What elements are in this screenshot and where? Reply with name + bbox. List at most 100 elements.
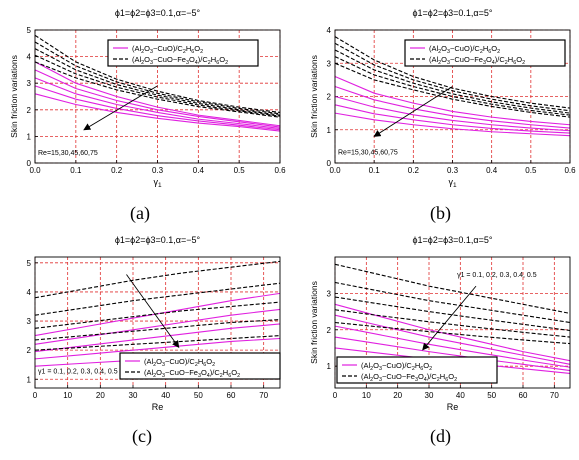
x-tick-label-c: 70 bbox=[259, 391, 268, 400]
y-tick-label-b: 0 bbox=[327, 159, 332, 168]
series-line-a-5 bbox=[34, 34, 281, 114]
legend-box-b bbox=[404, 39, 566, 67]
annotation-c: γ1 = 0.1, 0.2, 0.3, 0.4, 0.5 bbox=[38, 368, 118, 375]
legend-label-solid-c: (Al2​O3​−CuO)/C2​H6​O2​ bbox=[144, 357, 215, 368]
legend-label-solid-a: (Al2​O3​−CuO)/C2​H6​O2​ bbox=[132, 44, 203, 55]
series-line-a-6 bbox=[34, 41, 281, 115]
y-tick-label-c: 5 bbox=[27, 259, 32, 268]
series-line-b-4 bbox=[334, 112, 571, 137]
x-tick-label-a: 0.0 bbox=[29, 166, 41, 175]
series-line-a-2 bbox=[34, 77, 281, 129]
x-tick-label-a: 0.3 bbox=[152, 166, 164, 175]
y-axis-label-d: Skin friction variations bbox=[309, 281, 319, 364]
trend-arrow-a bbox=[83, 85, 158, 131]
x-tick-label-b: 0.4 bbox=[486, 166, 498, 175]
legend-label-dashed-b: (Al2​O3​−CuO−Fe3​O4​)/C2​H6​O2​ bbox=[429, 55, 525, 66]
x-tick-label-b: 0.6 bbox=[564, 166, 576, 175]
y-tick-label-b: 1 bbox=[327, 126, 332, 135]
y-tick-label-d: 1 bbox=[327, 362, 332, 371]
series-line-a-0 bbox=[34, 61, 281, 127]
annotation-b: Re=15,30,45,60,75 bbox=[338, 150, 398, 157]
y-tick-label-b: 3 bbox=[327, 59, 332, 68]
series-line-a-8 bbox=[34, 54, 281, 117]
series-line-a-4 bbox=[34, 93, 281, 132]
y-tick-label-d: 2 bbox=[327, 326, 332, 335]
legend-label-dashed-a: (Al2​O3​−CuO−Fe3​O4​)/C2​H6​O2​ bbox=[132, 55, 228, 66]
series-line-d-6 bbox=[334, 281, 571, 324]
caption-b: (b) bbox=[430, 203, 451, 223]
x-tick-label-d: 70 bbox=[550, 391, 559, 400]
chart-title-b: ϕ1=ϕ2=ϕ3=0.1,α=5° bbox=[413, 8, 493, 18]
series-line-c-5 bbox=[34, 260, 281, 299]
legend-label-solid-d: (Al2​O3​−CuO)/C2​H6​O2​ bbox=[361, 361, 432, 372]
x-axis-label-a: γ1 bbox=[153, 177, 162, 189]
series-line-b-9 bbox=[334, 62, 571, 118]
series-line-c-8 bbox=[34, 319, 281, 341]
x-tick-label-b: 0.0 bbox=[329, 166, 341, 175]
x-tick-label-d: 0 bbox=[333, 391, 338, 400]
series-line-a-9 bbox=[34, 61, 281, 118]
trend-arrow-b bbox=[373, 86, 453, 137]
series-line-b-7 bbox=[334, 49, 571, 114]
y-tick-label-a: 1 bbox=[27, 132, 32, 141]
plot-frame-a bbox=[34, 29, 281, 164]
series-line-d-2 bbox=[334, 325, 571, 368]
x-tick-label-c: 50 bbox=[194, 391, 203, 400]
series-line-d-3 bbox=[334, 336, 571, 372]
caption-a: (a) bbox=[130, 203, 150, 223]
y-tick-label-d: 3 bbox=[327, 289, 332, 298]
legend-box-c bbox=[119, 352, 281, 380]
trend-arrow-c bbox=[126, 274, 180, 348]
trend-arrow-d bbox=[422, 285, 477, 351]
plot-frame-b bbox=[334, 29, 571, 164]
legend-label-dashed-c: (Al2​O3​−CuO−Fe3​O4​)/C2​H6​O2​ bbox=[144, 368, 240, 379]
chart-title-c: ϕ1=ϕ2=ϕ3=0.1,α=−5° bbox=[115, 235, 201, 245]
y-tick-label-a: 4 bbox=[27, 53, 32, 62]
annotation-d: γ1 = 0.1, 0.2, 0.3, 0.4, 0.5 bbox=[457, 272, 537, 279]
y-tick-label-a: 3 bbox=[27, 79, 32, 88]
x-tick-label-b: 0.2 bbox=[408, 166, 420, 175]
plot-frame-c bbox=[34, 256, 281, 389]
chart-title-a: ϕ1=ϕ2=ϕ3=0.1,α=−5° bbox=[115, 8, 201, 18]
x-tick-label-a: 0.1 bbox=[70, 166, 82, 175]
series-line-d-7 bbox=[334, 296, 571, 332]
y-tick-label-c: 1 bbox=[27, 375, 32, 384]
y-axis-label-a: Skin friction variations bbox=[9, 55, 19, 138]
x-tick-label-a: 0.4 bbox=[193, 166, 205, 175]
x-tick-label-b: 0.1 bbox=[369, 166, 381, 175]
caption-c: (c) bbox=[132, 426, 152, 446]
x-tick-label-d: 60 bbox=[519, 391, 528, 400]
series-line-d-5 bbox=[334, 263, 571, 314]
series-line-b-6 bbox=[334, 42, 571, 112]
series-line-c-1 bbox=[34, 308, 281, 345]
x-axis-label-d: Re bbox=[447, 402, 459, 412]
series-line-b-2 bbox=[334, 95, 571, 132]
series-line-b-3 bbox=[334, 104, 571, 134]
x-tick-label-d: 40 bbox=[456, 391, 465, 400]
y-tick-label-c: 3 bbox=[27, 317, 32, 326]
y-tick-label-c: 4 bbox=[27, 288, 32, 297]
series-line-b-1 bbox=[334, 86, 571, 129]
series-line-b-5 bbox=[334, 36, 571, 109]
x-tick-label-c: 40 bbox=[161, 391, 170, 400]
series-line-b-8 bbox=[334, 56, 571, 116]
x-tick-label-d: 50 bbox=[487, 391, 496, 400]
y-tick-label-a: 0 bbox=[27, 159, 32, 168]
series-line-a-3 bbox=[34, 85, 281, 131]
x-tick-label-d: 20 bbox=[393, 391, 402, 400]
annotation-a: Re=15,30,45,60,75 bbox=[38, 150, 98, 157]
y-tick-label-b: 4 bbox=[327, 26, 332, 35]
x-tick-label-c: 30 bbox=[129, 391, 138, 400]
y-axis-label-b: Skin friction variations bbox=[309, 55, 319, 138]
x-tick-label-a: 0.6 bbox=[274, 166, 286, 175]
x-tick-label-c: 20 bbox=[96, 391, 105, 400]
x-tick-label-b: 0.3 bbox=[447, 166, 459, 175]
legend-box-d bbox=[336, 356, 498, 384]
x-axis-label-b: γ1 bbox=[448, 177, 457, 189]
x-tick-label-d: 30 bbox=[425, 391, 434, 400]
x-tick-label-c: 10 bbox=[63, 391, 72, 400]
series-line-a-1 bbox=[34, 69, 281, 128]
x-tick-label-a: 0.2 bbox=[111, 166, 123, 175]
series-line-c-7 bbox=[34, 301, 281, 329]
series-line-d-8 bbox=[334, 309, 571, 338]
